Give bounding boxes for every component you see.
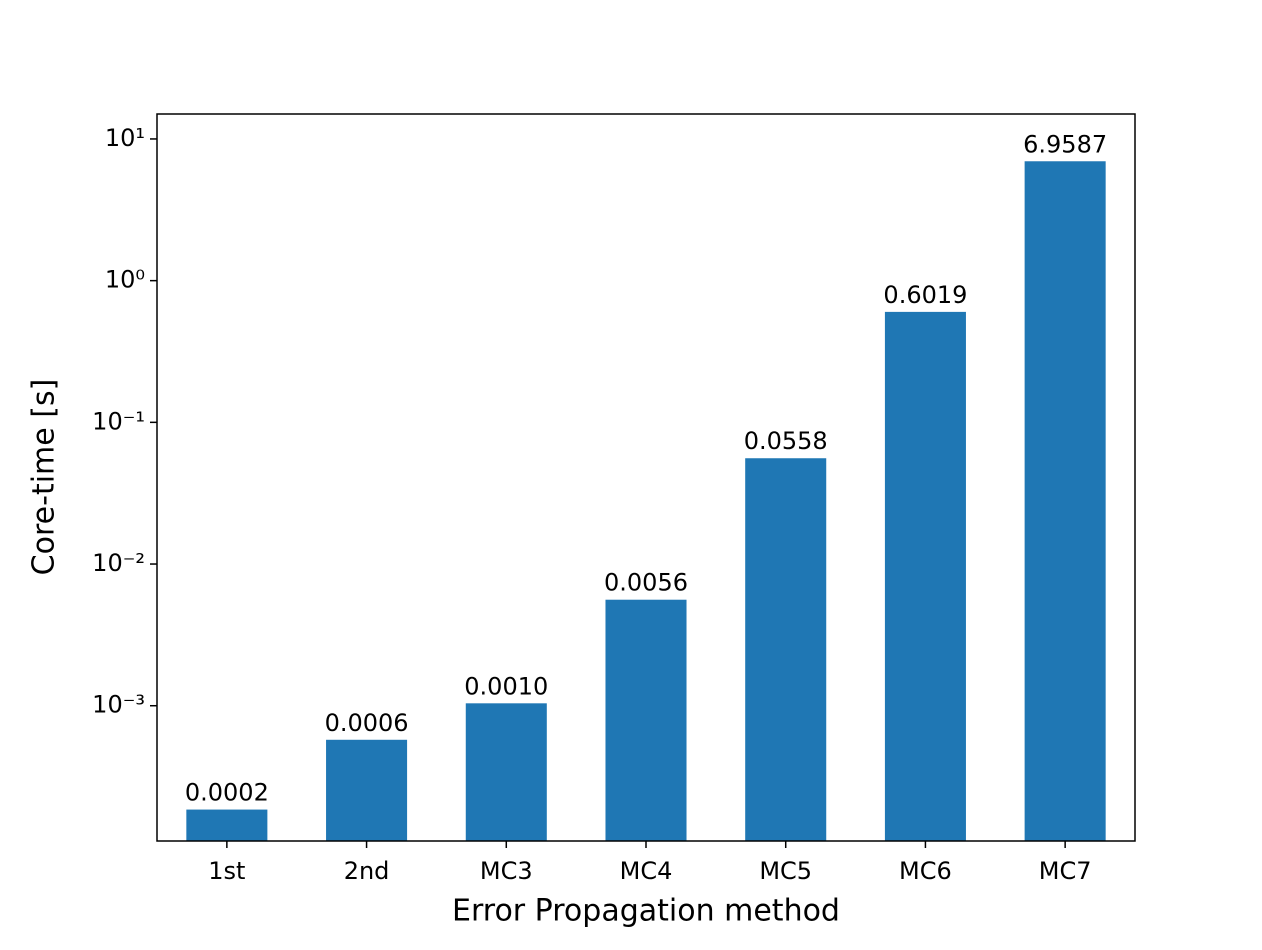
value-label: 0.0056 — [604, 569, 688, 597]
value-label: 0.0006 — [325, 709, 409, 737]
bar — [186, 809, 268, 841]
value-label: 0.0558 — [744, 427, 828, 455]
x-axis-label: Error Propagation method — [452, 894, 840, 929]
bar — [745, 458, 827, 841]
x-tick-label: MC6 — [899, 857, 952, 885]
x-tick-label: MC5 — [759, 857, 812, 885]
x-tick-label: MC3 — [480, 857, 533, 885]
bar — [326, 739, 408, 841]
y-tick-label: 10¹ — [105, 124, 145, 152]
value-label: 0.6019 — [883, 281, 967, 309]
x-tick-label: 2nd — [344, 857, 390, 885]
y-tick-label: 10⁰ — [105, 266, 145, 294]
value-label: 0.0002 — [185, 779, 269, 807]
x-tick-label: MC7 — [1039, 857, 1092, 885]
bar — [605, 599, 687, 841]
y-tick-label: 10⁻² — [92, 549, 145, 577]
y-axis-label: Core-time [s] — [27, 379, 62, 576]
value-label: 6.9587 — [1023, 130, 1107, 158]
y-tick-label: 10⁻³ — [92, 691, 145, 719]
bar — [884, 311, 966, 842]
x-tick-label: 1st — [208, 857, 245, 885]
y-tick-label: 10⁻¹ — [92, 407, 145, 435]
bar — [1024, 161, 1106, 841]
plot-frame — [156, 113, 1136, 842]
x-tick-label: MC4 — [620, 857, 673, 885]
bar — [465, 703, 547, 841]
value-label: 0.0010 — [464, 672, 548, 700]
